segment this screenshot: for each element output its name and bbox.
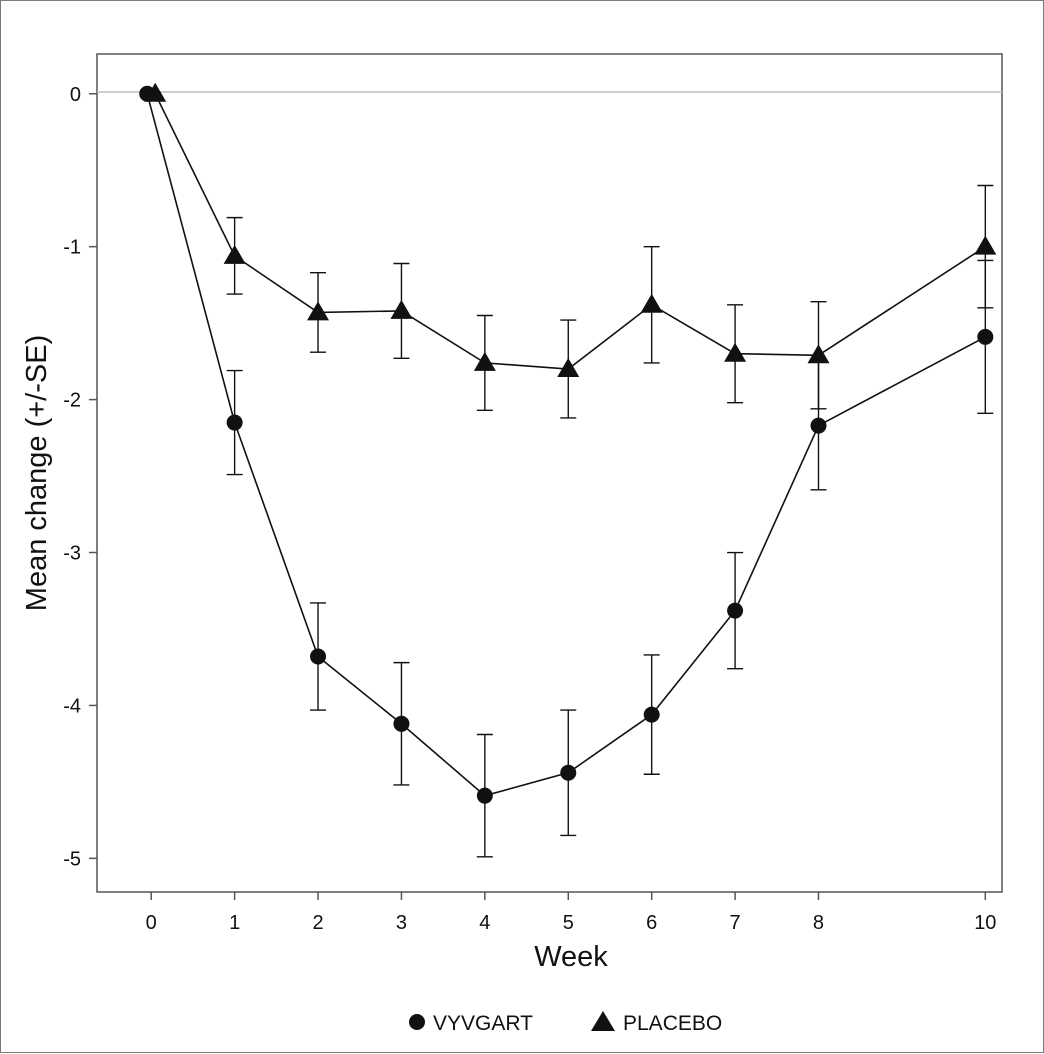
point-vyvgart <box>977 328 994 345</box>
point-placebo <box>390 299 413 319</box>
point-placebo <box>144 82 167 102</box>
series-line-placebo <box>154 93 986 370</box>
y-tick-label: -2 <box>63 390 81 412</box>
point-placebo <box>557 358 580 378</box>
plot-area <box>96 53 1003 893</box>
x-axis-title: Week <box>534 941 608 973</box>
point-vyvgart <box>310 648 327 665</box>
point-placebo <box>640 293 663 313</box>
x-tick-label: 7 <box>730 912 741 934</box>
y-axis: 0 -1 -2 -3 -4 -5 <box>63 84 97 870</box>
point-placebo <box>974 235 997 255</box>
legend: VYVGART PLACEBO <box>409 1011 722 1035</box>
series-layer <box>139 82 997 858</box>
legend-placebo-label: PLACEBO <box>623 1012 722 1035</box>
x-tick-label: 1 <box>229 912 240 934</box>
y-tick-label: -5 <box>63 848 81 870</box>
x-tick-label: 6 <box>646 912 657 934</box>
point-placebo <box>307 301 330 321</box>
x-tick-label: 3 <box>396 912 407 934</box>
point-vyvgart <box>560 764 577 781</box>
legend-vyvgart-marker <box>409 1014 425 1030</box>
point-vyvgart <box>226 414 243 431</box>
y-tick-label: 0 <box>70 84 81 106</box>
y-tick-label: -1 <box>63 237 81 259</box>
point-vyvgart <box>476 787 493 804</box>
y-tick-label: -4 <box>63 695 81 717</box>
point-vyvgart <box>643 706 660 723</box>
x-axis: 0 1 2 3 4 5 6 7 8 10 <box>146 892 996 934</box>
x-tick-label: 4 <box>479 912 490 934</box>
point-placebo <box>807 344 830 364</box>
x-tick-label: 5 <box>563 912 574 934</box>
point-vyvgart <box>810 417 827 434</box>
series-vyvgart <box>139 85 994 858</box>
series-placebo <box>144 82 997 419</box>
x-tick-label: 2 <box>312 912 323 934</box>
legend-vyvgart-label: VYVGART <box>433 1012 533 1035</box>
y-tick-label: -3 <box>63 543 81 565</box>
point-placebo <box>724 342 747 362</box>
point-placebo <box>473 351 496 371</box>
point-vyvgart <box>393 715 410 732</box>
series-line-vyvgart <box>146 93 986 797</box>
legend-placebo-marker <box>591 1011 615 1031</box>
x-tick-label: 10 <box>974 912 996 934</box>
x-tick-label: 8 <box>813 912 824 934</box>
point-placebo <box>223 244 246 264</box>
y-axis-title: Mean change (+/-SE) <box>21 335 53 611</box>
x-tick-label: 0 <box>146 912 157 934</box>
point-vyvgart <box>727 602 744 619</box>
